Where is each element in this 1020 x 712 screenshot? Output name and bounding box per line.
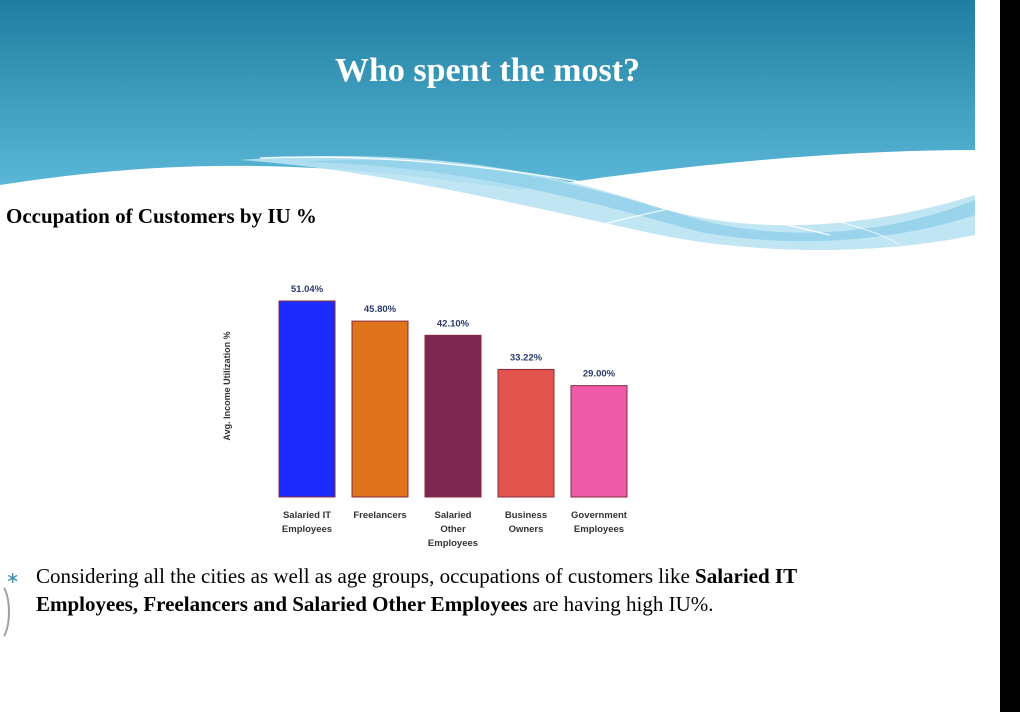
x-tick-label: Owners: [509, 524, 544, 535]
header-wave-background: [0, 0, 975, 250]
x-tick-label: Other: [440, 524, 466, 535]
bar-value-label: 33.22%: [510, 352, 543, 363]
x-tick-label: Employees: [428, 538, 478, 549]
x-tick-label: Salaried: [435, 510, 472, 521]
slide-title: Who spent the most?: [334, 52, 641, 89]
x-tick-label: Employees: [282, 524, 332, 535]
bar-value-label: 29.00%: [583, 369, 616, 380]
x-tick-label: Business: [505, 510, 547, 521]
bar: [351, 320, 409, 498]
bullet-text: Considering all the cities as well as ag…: [36, 562, 886, 618]
bar-value-label: 51.04%: [291, 284, 324, 295]
bar: [570, 385, 628, 498]
bar: [278, 300, 336, 498]
bullet-asterisk-icon: ∗: [6, 568, 20, 587]
bar: [424, 334, 482, 498]
x-tick-label: Freelancers: [353, 510, 406, 521]
y-axis-label: Avg. Income Utilization %: [222, 331, 232, 440]
chart-heading: Occupation of Customers by IU %: [6, 204, 317, 228]
x-tick-label: Government: [571, 510, 628, 521]
bar-value-label: 45.80%: [364, 304, 397, 315]
wave-line-2: [599, 154, 975, 226]
window-edge: [1000, 0, 1020, 712]
bullet-text-plain-2: are having high IU%.: [527, 592, 714, 616]
x-tick-label: Employees: [574, 524, 624, 535]
wave-line-3: [679, 194, 901, 246]
x-tick-label: Salaried IT: [283, 510, 331, 521]
bar: [497, 368, 555, 498]
slide: Who spent the most? Occupation of Custom…: [0, 0, 975, 618]
bar-chart: Avg. Income Utilization % 51.04% Salaried …: [222, 284, 628, 549]
bullet-text-plain-1: Considering all the cities as well as ag…: [36, 564, 696, 588]
header-band: [0, 0, 975, 190]
decorative-arc: [0, 582, 10, 642]
right-margin: [975, 0, 1000, 712]
wave-line-1: [259, 156, 831, 236]
bullet-text-bold: Salaried IT Employees, Freelancers and S…: [36, 564, 797, 616]
bar-value-label: 42.10%: [437, 318, 470, 329]
